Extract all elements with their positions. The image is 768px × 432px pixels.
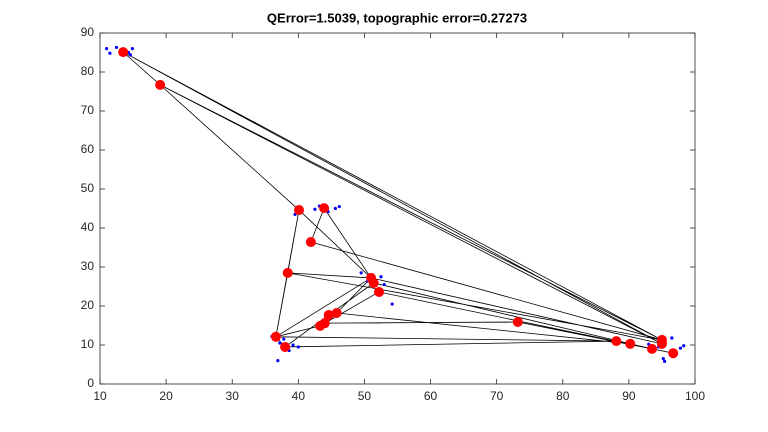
data-point [661,357,665,361]
data-point [296,345,300,349]
data-point [337,204,341,209]
data-point [105,47,109,51]
y-tick-label: 10 [81,337,95,351]
data-point [313,207,317,211]
data-point [114,45,119,50]
data-point [130,47,134,51]
x-tick-label: 90 [622,389,636,403]
x-tick-label: 100 [685,389,705,403]
y-tick-label: 20 [81,298,95,312]
plot-area [99,32,696,385]
neuron [155,79,166,90]
x-tick-label: 20 [159,389,173,403]
x-tick-label: 70 [490,389,504,403]
neuron [305,237,316,248]
y-tick-label: 30 [81,259,95,273]
y-tick-label: 80 [81,64,95,78]
x-tick-label: 30 [226,389,240,403]
x-tick-label: 40 [292,389,306,403]
y-tick-label: 70 [81,103,95,117]
neuron [611,336,622,347]
data-point [682,344,686,348]
data-point [291,343,295,347]
neuron [656,338,667,349]
y-tick-label: 60 [81,142,95,156]
neuron [323,309,334,320]
neuron [270,331,281,342]
neuron [282,267,293,278]
neuron [280,341,291,352]
neuron [647,343,658,354]
data-point [276,359,280,363]
neuron [368,277,379,288]
neuron [118,47,129,58]
y-tick-label: 40 [81,220,95,234]
data-point [333,206,337,211]
data-point [382,282,386,287]
x-tick-label: 80 [556,389,570,403]
data-point [390,302,394,306]
neuron [319,203,330,214]
data-point [359,271,363,275]
x-tick-label: 50 [358,389,372,403]
neuron [315,320,326,331]
neuron [625,338,636,349]
y-tick-label: 0 [87,376,94,390]
data-point [282,337,286,341]
data-point [108,51,112,55]
chart-title: QError=1.5039, topographic error=0.27273 [267,10,527,25]
x-tick-label: 60 [424,389,438,403]
data-point [662,359,667,363]
y-tick-label: 50 [81,181,95,195]
data-point [278,341,282,345]
data-point [670,336,674,340]
data-point [379,275,383,279]
data-point [128,53,133,57]
neuron [373,286,384,297]
neuron [668,348,679,359]
neuron [331,308,342,319]
neuron [512,316,523,327]
x-tick-label: 10 [93,389,107,403]
neuron [293,205,304,216]
data-point [678,346,683,350]
y-tick-label: 90 [81,25,95,39]
